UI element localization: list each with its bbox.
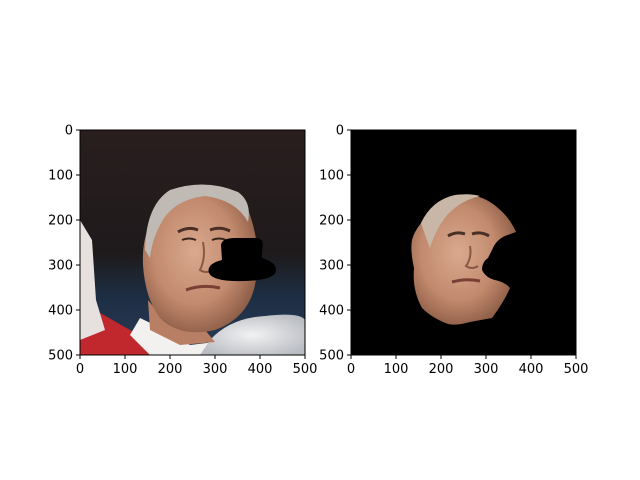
left-x-tick-label: 300 xyxy=(203,362,228,377)
right-x-tick-label: 500 xyxy=(564,362,589,377)
left-y-tick-label: 400 xyxy=(48,304,73,319)
left-x-tick-label: 400 xyxy=(248,362,273,377)
right-y-tick-label: 400 xyxy=(319,304,344,319)
right-y-tick-label: 500 xyxy=(319,349,344,364)
right-axes-frame xyxy=(350,129,577,356)
right-x-tick-label: 200 xyxy=(429,362,454,377)
left-x-tick-label: 200 xyxy=(158,362,183,377)
left-axes-frame xyxy=(79,129,306,356)
right-x-tick-label: 300 xyxy=(474,362,499,377)
left-y-tick-label: 300 xyxy=(48,259,73,274)
left-y-tick-label: 500 xyxy=(48,349,73,364)
right-x-tick-label: 400 xyxy=(519,362,544,377)
right-x-tick-label: 0 xyxy=(347,362,355,377)
left-y-tick-label: 100 xyxy=(48,169,73,184)
segmented-face xyxy=(351,130,576,355)
right-y-tick-label: 200 xyxy=(319,214,344,229)
left-y-tick-label: 0 xyxy=(65,124,73,139)
right-x-tick-label: 100 xyxy=(384,362,409,377)
right-y-tick-label: 300 xyxy=(319,259,344,274)
left-x-tick-label: 500 xyxy=(293,362,318,377)
right-image-panel xyxy=(350,129,577,356)
left-image-panel xyxy=(79,129,306,356)
right-y-tick-label: 100 xyxy=(319,169,344,184)
right-y-tick-label: 0 xyxy=(336,124,344,139)
left-y-tick-label: 200 xyxy=(48,214,73,229)
left-x-tick-label: 0 xyxy=(76,362,84,377)
face-photo xyxy=(80,130,305,355)
left-x-tick-label: 100 xyxy=(113,362,138,377)
